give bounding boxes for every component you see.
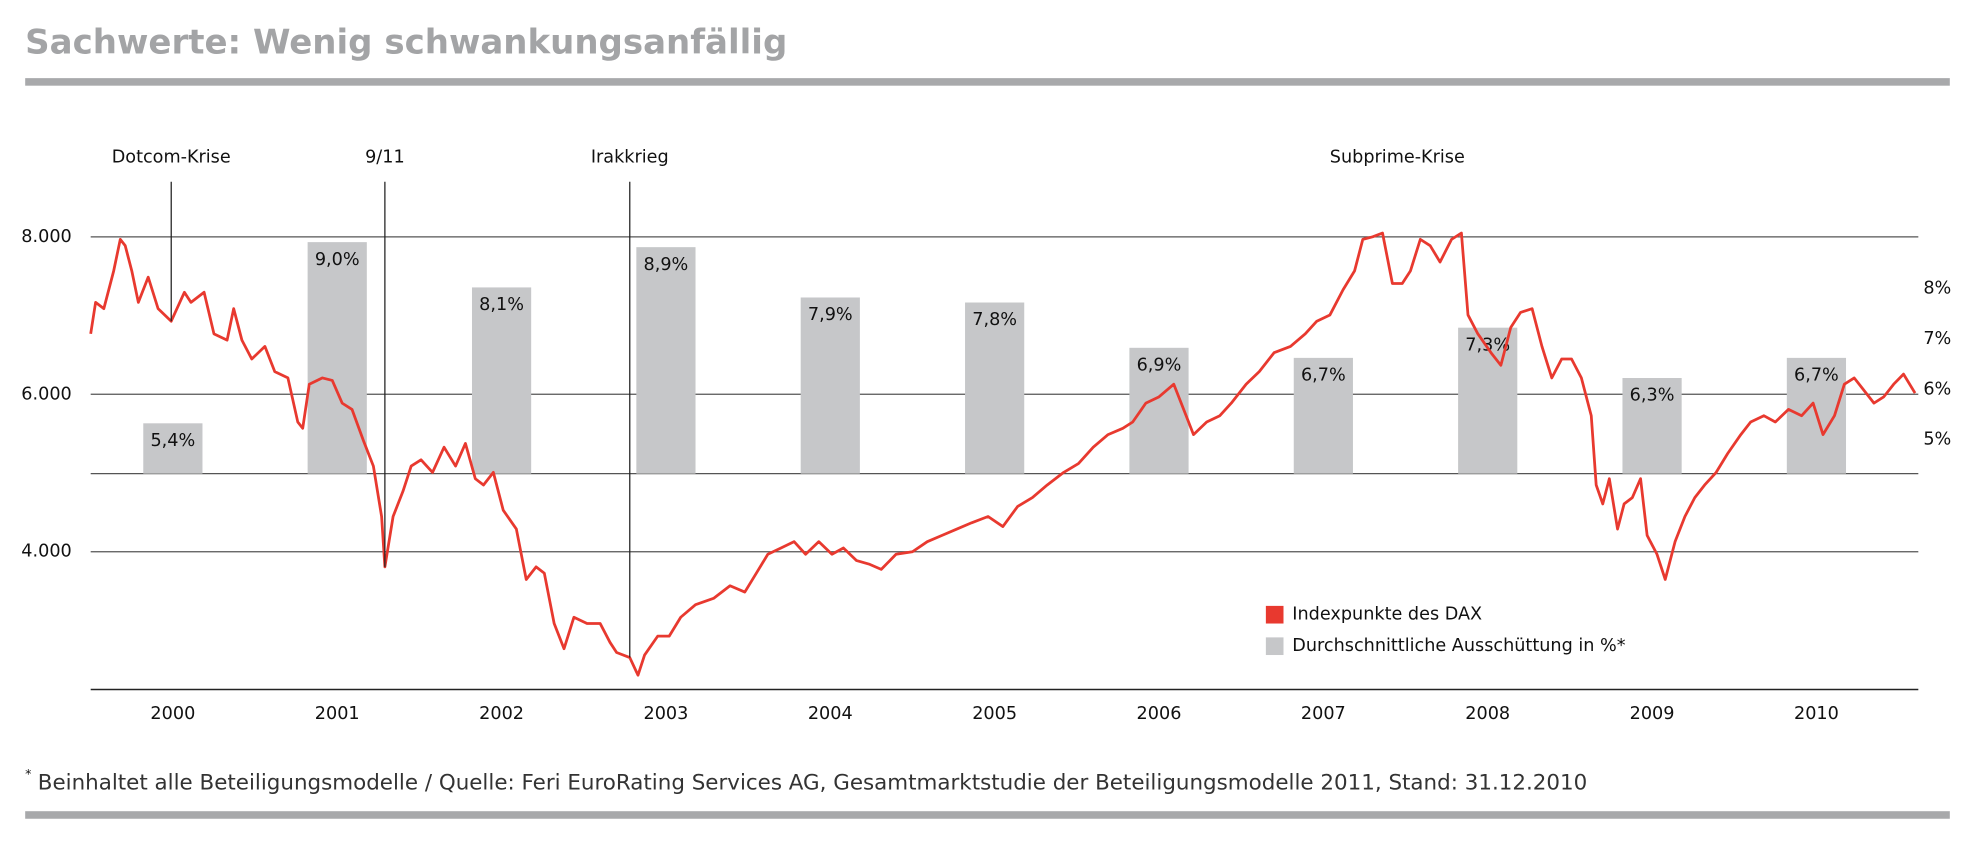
x-tick-label: 2008 bbox=[1465, 704, 1510, 724]
legend-swatch bbox=[1265, 605, 1284, 624]
x-tick-label: 2010 bbox=[1794, 704, 1839, 724]
y2-tick-label: 5% bbox=[1923, 430, 1951, 450]
legend-label: Durchschnittliche Ausschüttung in %* bbox=[1292, 636, 1625, 656]
bar-label: 6,7% bbox=[1794, 366, 1839, 386]
bar-label: 7,3% bbox=[1465, 335, 1510, 355]
annotation: Subprime-Krise bbox=[1330, 147, 1465, 167]
bar bbox=[1293, 357, 1353, 474]
y2-tick-label: 8% bbox=[1923, 279, 1951, 299]
bar bbox=[1458, 327, 1518, 474]
bar bbox=[471, 287, 532, 474]
y-tick-label: 4.000 bbox=[21, 542, 71, 562]
top-rule bbox=[25, 78, 1950, 86]
bar bbox=[143, 423, 203, 474]
footnote: Beinhaltet alle Beteiligungsmodelle / Qu… bbox=[38, 770, 1588, 795]
x-tick-label: 2006 bbox=[1137, 704, 1182, 724]
y2-tick-label: 7% bbox=[1923, 329, 1951, 349]
annotation: Dotcom-Krise bbox=[112, 147, 231, 167]
x-tick-label: 2007 bbox=[1301, 704, 1346, 724]
x-tick-label: 2000 bbox=[150, 704, 195, 724]
y-tick-label: 8.000 bbox=[21, 227, 71, 247]
annotation: Irakkrieg bbox=[591, 147, 669, 167]
legend-label: Indexpunkte des DAX bbox=[1292, 605, 1482, 625]
x-tick-label: 2004 bbox=[808, 704, 853, 724]
x-tick-label: 2009 bbox=[1630, 704, 1675, 724]
chart-title: Sachwerte: Wenig schwankungsanfällig bbox=[25, 23, 787, 63]
dax-line bbox=[89, 231, 1917, 677]
bar-label: 6,3% bbox=[1630, 386, 1675, 406]
bar bbox=[307, 242, 367, 474]
bar-label: 8,1% bbox=[479, 295, 524, 315]
bar bbox=[1622, 378, 1682, 474]
bar bbox=[636, 247, 696, 474]
bar-label: 7,8% bbox=[972, 310, 1017, 330]
footnote-marker: * bbox=[25, 766, 31, 781]
legend-swatch bbox=[1265, 637, 1284, 656]
x-tick-label: 2002 bbox=[479, 704, 524, 724]
bar bbox=[965, 302, 1025, 474]
bar-label: 8,9% bbox=[644, 255, 689, 275]
annotation: 9/11 bbox=[365, 147, 405, 167]
bar-label: 6,7% bbox=[1301, 366, 1346, 386]
y-tick-label: 6.000 bbox=[21, 384, 71, 404]
x-tick-label: 2003 bbox=[644, 704, 689, 724]
bar bbox=[800, 297, 860, 474]
bar-label: 5,4% bbox=[150, 431, 195, 451]
bottom-rule bbox=[25, 811, 1950, 819]
bar-label: 6,9% bbox=[1137, 355, 1182, 375]
y2-tick-label: 6% bbox=[1923, 379, 1951, 399]
x-tick-label: 2001 bbox=[315, 704, 360, 724]
bar-label: 9,0% bbox=[315, 250, 360, 270]
bar-label: 7,9% bbox=[808, 305, 853, 325]
x-tick-label: 2005 bbox=[972, 704, 1017, 724]
